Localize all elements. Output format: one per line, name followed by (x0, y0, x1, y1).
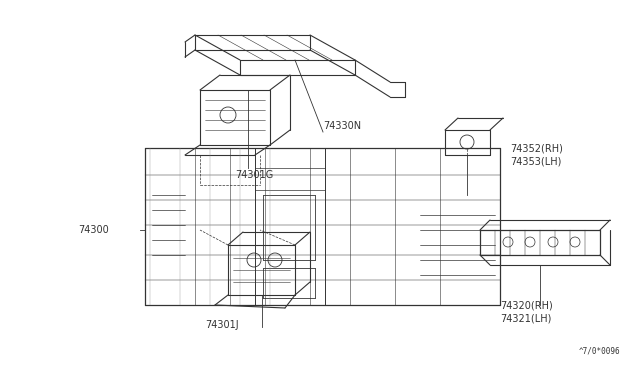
Text: ^7/0*0096: ^7/0*0096 (579, 346, 620, 355)
Text: 74352(RH)
74353(LH): 74352(RH) 74353(LH) (510, 144, 563, 166)
Text: 74320(RH)
74321(LH): 74320(RH) 74321(LH) (500, 301, 553, 323)
Text: 74301G: 74301G (235, 170, 273, 180)
Text: 74330N: 74330N (323, 121, 361, 131)
Text: 74300: 74300 (78, 225, 109, 235)
Text: 74301J: 74301J (205, 320, 239, 330)
